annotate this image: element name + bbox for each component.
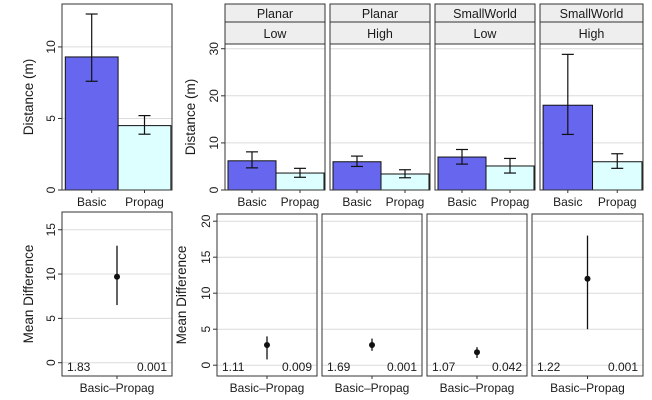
p-value-label: 0.042 [492,360,522,374]
x-tick-label-propag: Propag [386,195,425,209]
y-axis-title: Distance (m) [183,79,198,156]
mean-point [114,273,120,280]
x-tick-label-propag: Propag [125,195,164,209]
bar-propag [117,125,172,191]
overall-distance-panel: Basic Propag 0 5 10 Distance (m) [21,3,173,209]
x-tick-label-basic: Basic [342,195,371,209]
strip-top-label: SmallWorld [453,7,517,21]
y-axis-title: Mean Difference [174,246,189,345]
y-tick-label: 10 [44,40,58,54]
strip-bottom-label: Low [474,27,498,41]
difference-facet-1: 1.11 0.009 Basic–Propag [216,213,318,395]
faceted-difference-panel: 1.11 0.009 Basic–Propag 1.69 0.001 Basic–Prop… [174,213,644,395]
ratio-label: 1.83 [67,360,91,374]
difference-facet-3: 1.07 0.042 Basic–Propag [426,213,528,395]
difference-facet-4: 1.22 0.001 Basic–Propag [531,213,644,395]
mean-point [264,342,270,349]
ratio-label: 1.69 [327,360,351,374]
y-tick-label: 30 [207,42,221,56]
y-tick-label: 5 [44,315,58,322]
strip-top-label: Planar [257,7,293,21]
panel-background [321,213,423,377]
mean-point [474,349,480,356]
y-tick-label: 5 [199,326,213,333]
overall-difference-panel: 1.83 0.001 Basic–Propag 0 5 10 15 Mean Differen… [21,211,173,395]
x-tick-label: Basic–Propag [440,381,515,395]
strip-bottom-label: High [579,27,605,41]
panel-border [426,213,528,377]
p-value-label: 0.001 [387,360,417,374]
x-tick-label-basic: Basic [237,195,266,209]
ratio-label: 1.11 [222,360,245,374]
faceted-distance-panel: Planar Low Basic Propag Planar High Basic Propa… [183,3,644,209]
facet-3: SmallWorld Low Basic Propag [434,3,536,209]
y-tick-label: 0 [199,362,213,369]
y-tick-label: 20 [199,214,213,228]
difference-facet-2: 1.69 0.001 Basic–Propag [321,213,423,395]
y-tick-label: 15 [44,223,58,237]
x-tick-label-propag: Propag [281,195,320,209]
x-tick-label-propag: Propag [598,195,637,209]
y-tick-label: 5 [44,115,58,122]
y-tick-label: 10 [207,136,221,150]
ratio-label: 1.07 [432,360,456,374]
strip-top-label: SmallWorld [560,7,624,21]
y-tick-label: 10 [44,267,58,281]
y-axis-title: Distance (m) [21,59,36,136]
x-tick-label-propag: Propag [491,195,530,209]
facet-2: Planar High Basic Propag [329,3,431,209]
y-tick-label: 20 [207,89,221,103]
mean-point [584,275,591,282]
y-tick-label: 0 [44,359,58,366]
x-tick-label-basic: Basic [553,195,582,209]
strip-bottom-label: High [367,27,393,41]
strip-top-label: Planar [362,7,398,21]
y-tick-label: 10 [199,286,213,300]
facet-4: SmallWorld High Basic Propag [539,3,644,209]
panel-border [321,213,423,377]
y-tick-label: 15 [199,250,213,264]
strip-bottom-label: Low [264,27,288,41]
x-tick-label-basic: Basic [447,195,476,209]
y-tick-label: 0 [44,186,58,193]
x-tick-label: Basic–Propag [550,381,625,395]
p-value-label: 0.001 [608,360,638,374]
panel-border [539,43,644,191]
facet-1: Planar Low Basic Propag [224,3,326,209]
panel-border [531,213,644,377]
x-tick-label: Basic–Propag [335,381,410,395]
x-tick-label: Basic–Propag [80,381,155,395]
p-value-label: 0.001 [137,360,167,374]
mean-point [369,342,375,349]
ratio-label: 1.22 [537,360,561,374]
panel-border [434,43,536,191]
p-value-label: 0.009 [282,360,312,374]
y-tick-label: 0 [207,186,221,193]
x-tick-label: Basic–Propag [230,381,305,395]
x-tick-label-basic: Basic [77,195,106,209]
y-axis-title: Mean Difference [21,245,36,344]
panel-border [329,43,431,191]
